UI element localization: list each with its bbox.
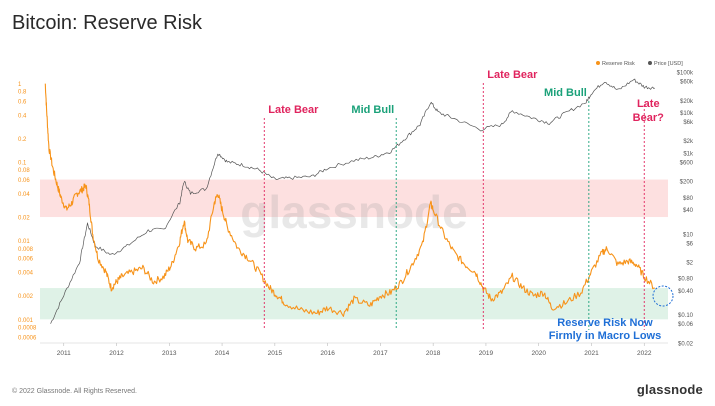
- y-left-tick-label: 0.008: [18, 247, 34, 253]
- x-tick-label: 2018: [426, 350, 441, 357]
- y-left-tick-label: 0.0008: [18, 325, 37, 331]
- y-right-tick-label: $0.02: [678, 342, 694, 348]
- annotation-label: Mid Bull: [544, 87, 587, 99]
- y-left-tick-label: 0.04: [18, 192, 30, 198]
- y-right-tick-label: $6: [686, 241, 693, 247]
- y-left-tick-label: 0.1: [18, 161, 27, 167]
- x-tick-label: 2022: [637, 350, 652, 357]
- copyright: © 2022 Glassnode. All Rights Reserved.: [12, 388, 138, 395]
- y-right-tick-label: $200: [680, 180, 694, 186]
- watermark-group: glassnode: [240, 186, 468, 238]
- watermark: glassnode: [240, 186, 468, 238]
- y-left-tick-label: 0.8: [18, 90, 27, 96]
- callout-text: Reserve Risk Now: [557, 317, 653, 329]
- legend-label: Reserve Risk: [602, 61, 635, 67]
- reserve-risk-series-group: [44, 83, 655, 317]
- price-line: [50, 78, 655, 324]
- callout-circle: [652, 285, 674, 307]
- y-left-tick-label: 1: [18, 82, 22, 88]
- y-right-tick-label: $0.80: [678, 277, 694, 283]
- legend-swatch: [596, 61, 600, 65]
- y-right-tick-label: $0.10: [678, 313, 694, 319]
- annotation-label: Late: [637, 98, 660, 110]
- page-title: Bitcoin: Reserve Risk: [12, 12, 203, 34]
- y-right-tick-label: $1k: [683, 151, 694, 157]
- x-tick-label: 2013: [162, 350, 177, 357]
- y-left-tick-label: 0.2: [18, 137, 27, 143]
- y-right-tick-label: $40: [683, 208, 694, 214]
- legend-swatch: [648, 61, 652, 65]
- x-tick-label: 2019: [479, 350, 494, 357]
- x-tick-label: 2017: [373, 350, 388, 357]
- x-tick-label: 2012: [109, 350, 124, 357]
- x-tick-label: 2021: [584, 350, 599, 357]
- y-left-tick-label: 0.002: [18, 294, 34, 300]
- y-right-tick-label: $10: [683, 232, 694, 238]
- y-right-tick-label: $100k: [677, 71, 694, 77]
- callout-text: Firmly in Macro Lows: [549, 330, 661, 342]
- y-right-tick-label: $2: [686, 261, 693, 267]
- y-left-tick-label: 0.006: [18, 257, 34, 263]
- y-left-tick-label: 0.4: [18, 113, 27, 119]
- x-tick-label: 2015: [268, 350, 283, 357]
- annotations-group: Late Bear Mid Bull Late Bear Mid Bull Late Be…: [263, 69, 674, 342]
- y-right-tick-label: $80: [683, 196, 694, 202]
- y-right-tick-label: $600: [680, 160, 694, 166]
- y-left-tick-label: 0.0006: [18, 335, 37, 341]
- annotation-label: Late Bear: [487, 69, 538, 81]
- x-tick-label: 2011: [57, 350, 71, 357]
- y-left-tick-label: 0.6: [18, 99, 27, 105]
- axes-group: 1 0.8 0.6 0.4 0.2 0.10.08 0.06 0.04 0.02 0.01 0.00…: [18, 71, 694, 358]
- y-right-tick-label: $0.40: [678, 289, 694, 295]
- green-band: [40, 288, 668, 320]
- x-tick-label: 2016: [320, 350, 335, 357]
- x-tick-label: 2014: [215, 350, 230, 357]
- y-right-tick-label: $2k: [683, 139, 694, 145]
- y-right-tick-label: $6k: [683, 120, 694, 126]
- annotation-label: Late Bear: [268, 104, 319, 116]
- x-tick-label: 2020: [531, 350, 546, 357]
- y-left-tick-label: 0.02: [18, 216, 30, 222]
- legend-label: Price [USD]: [654, 61, 683, 67]
- reserve-risk-line: [44, 83, 655, 317]
- y-left-tick-label: 0.001: [18, 318, 34, 324]
- y-right-tick-label: $0.06: [678, 322, 694, 328]
- y-right-tick-label: $20k: [680, 99, 694, 105]
- y-left-tick-label: 0.06: [18, 178, 30, 184]
- annotation-label: Bear?: [633, 112, 664, 124]
- y-right-tick-label: $10k: [680, 111, 694, 117]
- y-left-tick-label: 0.004: [18, 271, 34, 277]
- y-left-tick-label: 0.01: [18, 239, 30, 245]
- brand-logo: glassnode: [636, 382, 703, 397]
- price-series-group: [50, 78, 655, 324]
- y-left-tick-label: 0.08: [18, 168, 30, 174]
- y-right-tick-label: $60k: [680, 79, 694, 85]
- red-band: [40, 179, 668, 218]
- annotation-label: Mid Bull: [351, 104, 394, 116]
- bands-group: [40, 179, 668, 320]
- legend: Reserve Risk Price [USD]: [596, 61, 683, 67]
